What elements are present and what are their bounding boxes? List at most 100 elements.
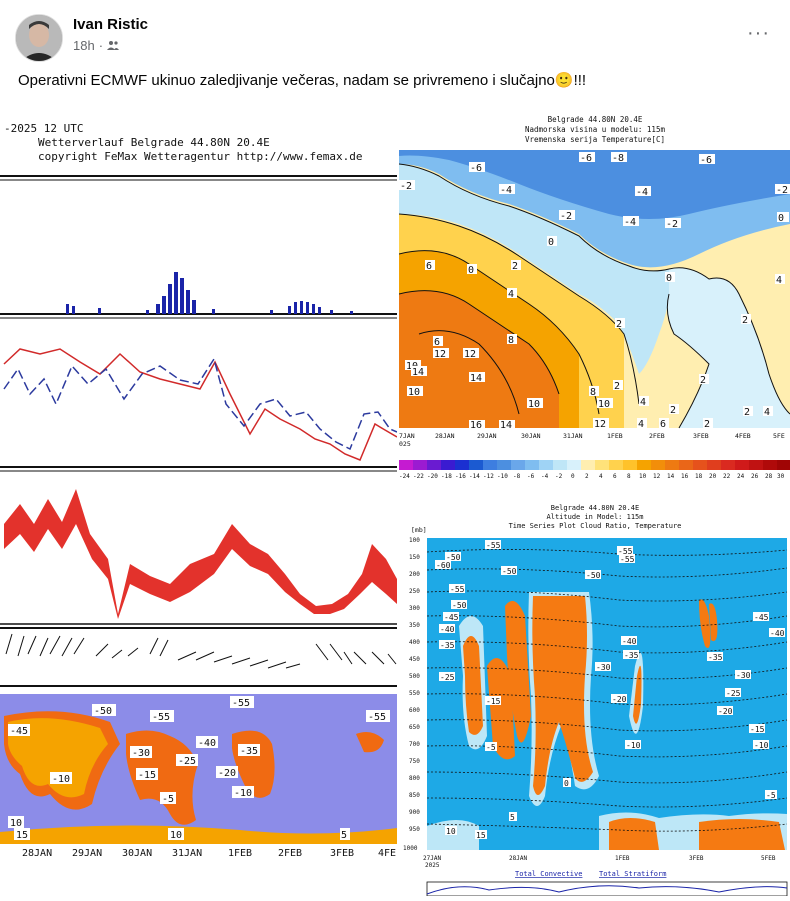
br-contour-label: -20 xyxy=(718,707,733,716)
br-contour-label: -45 xyxy=(444,613,459,622)
tr-contour-label: 14 xyxy=(500,420,512,431)
br-pressure-label: 200 xyxy=(409,571,420,578)
author-avatar[interactable] xyxy=(15,14,63,62)
tr-contour-label: -4 xyxy=(624,217,636,228)
tr-colorbar-tick: -22 xyxy=(413,473,424,480)
br-unit: [mb] xyxy=(411,526,427,534)
humidity-band-panel xyxy=(0,489,397,625)
legend-convective: Total Convective xyxy=(515,870,582,878)
post-meta: 18h · xyxy=(73,38,120,53)
tr-colorbar xyxy=(399,460,790,470)
br-contour-label: -30 xyxy=(736,671,751,680)
br-pressure-label: 600 xyxy=(409,707,420,714)
left-date-label: 3FEB xyxy=(330,848,354,859)
cloud-ratio-image[interactable]: Belgrade 44.80N 20.4E Altitude in Model:… xyxy=(399,496,790,897)
tr-contour-label: 2 xyxy=(512,261,518,272)
br-contour-label: -55 xyxy=(486,541,501,550)
tr-year-label: 025 xyxy=(399,440,411,448)
br-title2: Altitude in Model: 115m xyxy=(547,513,644,521)
precip-panel xyxy=(0,175,397,319)
tr-contour-label: 2 xyxy=(670,405,676,416)
left-contour-label: -50 xyxy=(94,706,112,717)
tr-date-label: 7JAN xyxy=(399,432,415,440)
left-date-label: 1FEB xyxy=(228,848,252,859)
tr-plot-area: -6 -8 -6 -6 -4 -4 -2 -2 0 -4 -2 -2 0 0 2… xyxy=(398,150,790,431)
author-name[interactable]: Ivan Ristic xyxy=(73,16,149,33)
br-contour-label: -25 xyxy=(440,673,455,682)
br-contour-label: -5 xyxy=(766,791,776,800)
temp-panel xyxy=(0,348,398,472)
tr-colorbar-tick: -16 xyxy=(455,473,466,480)
tr-contour-label: 14 xyxy=(470,373,482,384)
wind-barbs-panel xyxy=(0,627,397,687)
br-contour-label: -40 xyxy=(622,637,637,646)
post-images[interactable]: -2025 12 UTC Wetterverlauf Belgrade 44.8… xyxy=(0,104,790,897)
br-pressure-label: 850 xyxy=(409,792,420,799)
br-contour-label: -10 xyxy=(626,741,641,750)
left-date-label: 2FEB xyxy=(278,848,302,859)
br-contour-label: 0 xyxy=(564,779,569,788)
tr-colorbar-tick: -18 xyxy=(441,473,452,480)
br-date-label: 27JAN xyxy=(423,855,441,862)
post-time[interactable]: 18h xyxy=(73,38,95,53)
br-contour-label: 10 xyxy=(446,827,456,836)
tr-contour-label: -2 xyxy=(560,211,572,222)
br-date-label: 3FEB xyxy=(689,855,704,862)
br-pressure-label: 950 xyxy=(409,826,420,833)
br-pressure-label: 750 xyxy=(409,758,420,765)
br-contour-label: -55 xyxy=(618,547,633,556)
tr-contour-label: 16 xyxy=(470,420,482,431)
tr-contour-label: -2 xyxy=(400,181,412,192)
tr-colorbar-tick: 26 xyxy=(751,473,759,480)
br-pressure-label: 800 xyxy=(409,775,420,782)
tr-contour-label: 10 xyxy=(408,387,420,398)
br-date-label: 28JAN xyxy=(509,855,527,862)
tr-colorbar-tick: 10 xyxy=(639,473,647,480)
left-contour-label: 10 xyxy=(10,818,22,829)
tr-date-label: 2FEB xyxy=(649,432,665,440)
br-pressure-label: 100 xyxy=(409,537,420,544)
friends-icon xyxy=(107,38,120,53)
tr-contour-label: -4 xyxy=(500,185,512,196)
tr-colorbar-tick: -24 xyxy=(399,473,410,480)
tr-colorbar-tick: 18 xyxy=(695,473,703,480)
tr-date-label: 5FE xyxy=(773,432,785,440)
br-date-axis: 27JAN 2025 28JAN 1FEB 3FEB 5FEB xyxy=(423,855,776,869)
br-contour-label: -50 xyxy=(502,567,517,576)
tr-contour-label: 0 xyxy=(468,265,474,276)
tr-colorbar-tick: -10 xyxy=(497,473,508,480)
tr-colorbar-tick: 4 xyxy=(599,473,603,480)
br-pressure-label: 500 xyxy=(409,673,420,680)
tr-contour-label: 2 xyxy=(700,375,706,386)
more-options-button[interactable]: ··· xyxy=(747,22,770,44)
tr-title2: Nadmorska visina u modelu: 115m xyxy=(525,125,665,134)
tr-contour-label: 8 xyxy=(590,387,596,398)
tr-date-axis: 7JAN 025 28JAN 29JAN 30JAN 31JAN 1FEB 2F… xyxy=(399,432,785,448)
tr-colorbar-tick: -4 xyxy=(541,473,549,480)
br-date-label: 1FEB xyxy=(615,855,630,862)
tr-colorbar-tick: 12 xyxy=(653,473,661,480)
br-contour-label: -15 xyxy=(750,725,765,734)
tr-contour-label: 4 xyxy=(776,275,782,286)
left-date-label: 30JAN xyxy=(122,848,152,859)
br-pressure-label: 150 xyxy=(409,554,420,561)
temperature-series-image[interactable]: Belgrade 44.80N 20.4E Nadmorska visina u… xyxy=(398,104,790,494)
left-contour-label: -55 xyxy=(152,712,170,723)
tr-colorbar-tick: -8 xyxy=(513,473,521,480)
tr-date-label: 30JAN xyxy=(521,432,541,440)
tr-contour-label: 12 xyxy=(434,349,446,360)
br-contour-label: 5 xyxy=(510,813,515,822)
tr-colorbar-tick: 6 xyxy=(613,473,617,480)
br-year-label: 2025 xyxy=(425,862,440,869)
left-contour-label: -10 xyxy=(52,774,70,785)
left-contour-label: -35 xyxy=(240,746,258,757)
tr-contour-label: 8 xyxy=(508,335,514,346)
tr-contour-labels: -6 -8 -6 -6 -4 -4 -2 -2 0 -4 -2 -2 0 0 2… xyxy=(399,152,790,431)
wetterverlauf-image[interactable]: -2025 12 UTC Wetterverlauf Belgrade 44.8… xyxy=(0,104,399,896)
br-contour-label: -40 xyxy=(440,625,455,634)
left-contour-label: -5 xyxy=(162,794,174,805)
left-contour-label: -10 xyxy=(234,788,252,799)
tr-colorbar-tick: -20 xyxy=(427,473,438,480)
br-pressure-label: 650 xyxy=(409,724,420,731)
br-contour-label: -20 xyxy=(612,695,627,704)
